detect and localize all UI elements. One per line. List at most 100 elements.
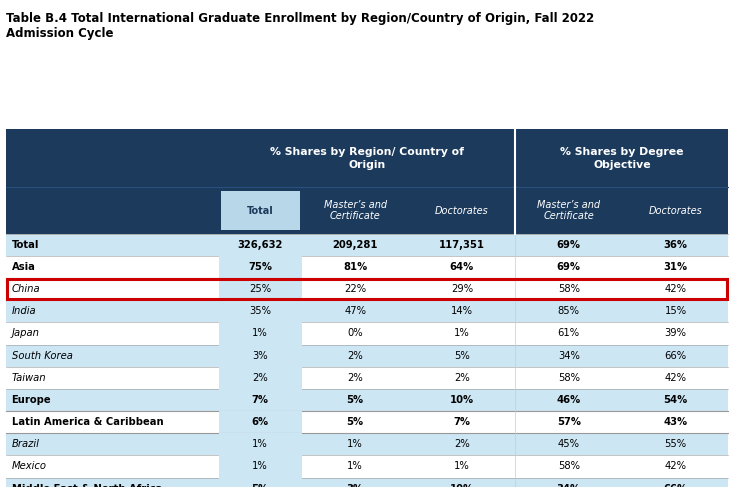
Text: Total: Total bbox=[247, 206, 273, 216]
Text: Table B.4 Total International Graduate Enrollment by Region/Country of Origin, F: Table B.4 Total International Graduate E… bbox=[6, 12, 594, 40]
Text: China: China bbox=[12, 284, 40, 294]
Text: 10%: 10% bbox=[450, 395, 474, 405]
Bar bbox=[219, 455, 302, 477]
Text: 5%: 5% bbox=[346, 395, 364, 405]
Bar bbox=[219, 367, 302, 389]
Text: Japan: Japan bbox=[12, 328, 39, 338]
Text: 75%: 75% bbox=[249, 262, 272, 272]
Text: 1%: 1% bbox=[252, 439, 268, 450]
Text: 43%: 43% bbox=[663, 417, 687, 427]
Text: 58%: 58% bbox=[558, 284, 580, 294]
Bar bbox=[6, 477, 728, 487]
Text: Total: Total bbox=[12, 240, 39, 250]
Text: 2%: 2% bbox=[347, 373, 363, 383]
Bar bbox=[6, 300, 728, 322]
Text: 69%: 69% bbox=[557, 240, 581, 250]
Text: South Korea: South Korea bbox=[12, 351, 72, 361]
Text: 1%: 1% bbox=[454, 328, 469, 338]
Text: Latin America & Caribbean: Latin America & Caribbean bbox=[12, 417, 163, 427]
Bar bbox=[219, 433, 302, 455]
Text: 29%: 29% bbox=[451, 284, 473, 294]
Text: 39%: 39% bbox=[665, 328, 687, 338]
Text: 1%: 1% bbox=[454, 461, 469, 471]
Text: 1%: 1% bbox=[347, 461, 363, 471]
Text: 69%: 69% bbox=[557, 262, 581, 272]
Text: 3%: 3% bbox=[252, 351, 268, 361]
Text: 5%: 5% bbox=[252, 484, 269, 487]
Text: 22%: 22% bbox=[344, 284, 366, 294]
Text: 326,632: 326,632 bbox=[238, 240, 283, 250]
Text: 45%: 45% bbox=[558, 439, 580, 450]
Text: 2%: 2% bbox=[454, 439, 469, 450]
Text: 1%: 1% bbox=[252, 328, 268, 338]
Text: 25%: 25% bbox=[249, 284, 271, 294]
Text: 85%: 85% bbox=[558, 306, 580, 317]
Bar bbox=[219, 477, 302, 487]
Text: 61%: 61% bbox=[558, 328, 580, 338]
Text: 10%: 10% bbox=[450, 484, 474, 487]
Text: 42%: 42% bbox=[665, 373, 687, 383]
Text: 5%: 5% bbox=[346, 417, 364, 427]
Text: 36%: 36% bbox=[663, 240, 687, 250]
Text: 55%: 55% bbox=[665, 439, 687, 450]
Text: Europe: Europe bbox=[12, 395, 51, 405]
Text: 5%: 5% bbox=[454, 351, 469, 361]
Bar bbox=[219, 411, 302, 433]
Bar bbox=[6, 455, 728, 477]
Bar bbox=[221, 191, 300, 230]
Text: 117,351: 117,351 bbox=[439, 240, 485, 250]
Bar bbox=[219, 234, 302, 256]
Text: 66%: 66% bbox=[665, 351, 687, 361]
Text: 64%: 64% bbox=[450, 262, 474, 272]
Text: 66%: 66% bbox=[663, 484, 687, 487]
Bar bbox=[6, 433, 728, 455]
Text: 42%: 42% bbox=[665, 461, 687, 471]
Text: 57%: 57% bbox=[557, 417, 581, 427]
Text: 31%: 31% bbox=[663, 262, 687, 272]
Text: 7%: 7% bbox=[453, 417, 470, 427]
Text: Taiwan: Taiwan bbox=[12, 373, 46, 383]
Bar bbox=[6, 322, 728, 345]
Bar bbox=[219, 389, 302, 411]
Bar bbox=[219, 345, 302, 367]
Text: Doctorates: Doctorates bbox=[435, 206, 489, 216]
Text: % Shares by Degree
Objective: % Shares by Degree Objective bbox=[561, 147, 684, 169]
Text: 2%: 2% bbox=[347, 351, 363, 361]
Bar bbox=[6, 278, 728, 300]
Text: India: India bbox=[12, 306, 36, 317]
Text: 0%: 0% bbox=[347, 328, 363, 338]
Text: 7%: 7% bbox=[252, 395, 269, 405]
Bar bbox=[6, 345, 728, 367]
Bar bbox=[6, 187, 728, 234]
Text: 35%: 35% bbox=[249, 306, 271, 317]
Text: 34%: 34% bbox=[557, 484, 581, 487]
Text: 47%: 47% bbox=[344, 306, 366, 317]
Bar bbox=[219, 322, 302, 345]
Text: 58%: 58% bbox=[558, 461, 580, 471]
Text: 46%: 46% bbox=[557, 395, 581, 405]
Text: 2%: 2% bbox=[252, 373, 268, 383]
Text: Master’s and
Certificate: Master’s and Certificate bbox=[324, 200, 386, 222]
Text: 34%: 34% bbox=[558, 351, 580, 361]
Bar bbox=[219, 278, 302, 300]
Text: 81%: 81% bbox=[343, 262, 367, 272]
Text: 1%: 1% bbox=[347, 439, 363, 450]
Bar bbox=[6, 129, 728, 187]
Text: Mexico: Mexico bbox=[12, 461, 47, 471]
Text: 15%: 15% bbox=[665, 306, 687, 317]
Text: Master’s and
Certificate: Master’s and Certificate bbox=[537, 200, 600, 222]
Bar bbox=[219, 300, 302, 322]
Bar bbox=[7, 279, 727, 299]
Text: Brazil: Brazil bbox=[12, 439, 39, 450]
Bar bbox=[219, 256, 302, 278]
Text: Doctorates: Doctorates bbox=[649, 206, 703, 216]
Text: 2%: 2% bbox=[454, 373, 469, 383]
Text: 54%: 54% bbox=[663, 395, 687, 405]
Bar bbox=[6, 389, 728, 411]
Text: 3%: 3% bbox=[347, 484, 364, 487]
Text: 42%: 42% bbox=[665, 284, 687, 294]
Text: Asia: Asia bbox=[12, 262, 36, 272]
Text: 58%: 58% bbox=[558, 373, 580, 383]
Bar bbox=[6, 234, 728, 256]
Bar bbox=[6, 411, 728, 433]
